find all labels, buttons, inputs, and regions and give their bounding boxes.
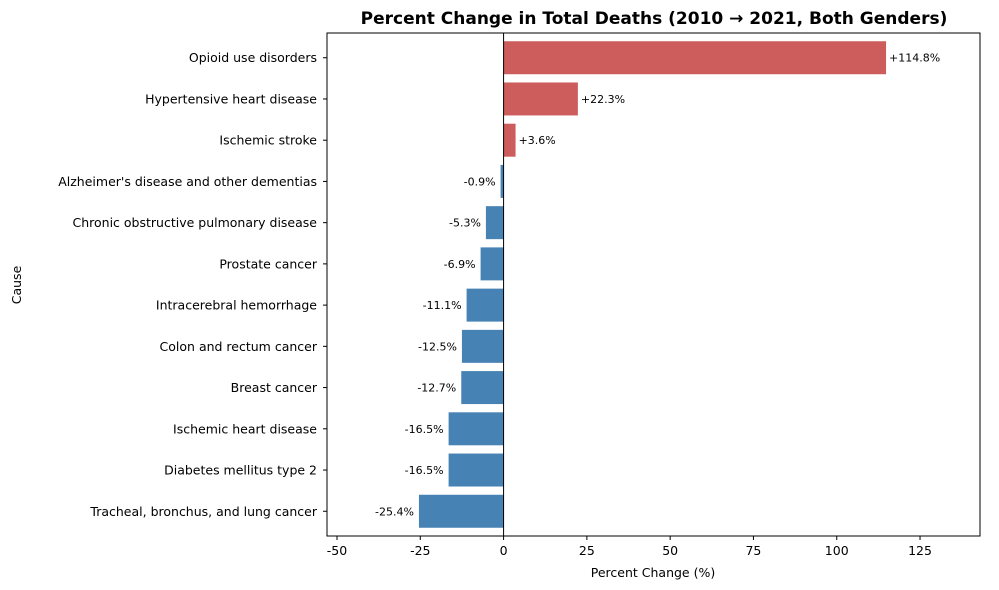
- x-tick-label: -25: [410, 543, 430, 558]
- y-tick-label: Hypertensive heart disease: [145, 91, 317, 106]
- y-ticks-group: Opioid use disorders Hypertensive heart d…: [58, 50, 327, 519]
- plot-frame: [326, 32, 981, 537]
- x-tick-label: 75: [745, 543, 761, 558]
- y-tick-label: Ischemic stroke: [219, 133, 317, 148]
- data-label: +22.3%: [581, 93, 625, 106]
- data-label: -16.5%: [405, 423, 444, 436]
- bar: [448, 412, 504, 446]
- y-tick-label: Opioid use disorders: [189, 50, 317, 65]
- bar: [503, 82, 578, 116]
- data-label: -12.7%: [417, 382, 456, 395]
- x-tick-label: -50: [327, 543, 347, 558]
- y-tick-label: Intracerebral hemorrhage: [156, 298, 317, 313]
- data-label: -6.9%: [444, 258, 476, 271]
- x-tick-label: 125: [908, 543, 932, 558]
- data-label: -11.1%: [423, 299, 462, 312]
- data-label: +3.6%: [519, 134, 556, 147]
- chart-title: Percent Change in Total Deaths (2010 → 2…: [361, 9, 948, 29]
- bar: [503, 41, 887, 75]
- y-tick-label: Colon and rectum cancer: [160, 339, 318, 354]
- y-tick-label: Prostate cancer: [219, 256, 317, 271]
- bar: [461, 329, 504, 363]
- data-label: -5.3%: [449, 217, 481, 230]
- x-tick-label: 50: [662, 543, 678, 558]
- bar: [448, 453, 504, 487]
- y-tick-label: Breast cancer: [231, 380, 318, 395]
- data-label: -12.5%: [418, 340, 457, 353]
- y-tick-label: Tracheal, bronchus, and lung cancer: [89, 504, 317, 519]
- bars-group: [418, 41, 887, 528]
- x-tick-label: 25: [579, 543, 595, 558]
- bar: [461, 371, 504, 405]
- bar: [418, 494, 504, 528]
- bar: [480, 247, 504, 281]
- bar: [466, 288, 504, 322]
- bar: [485, 206, 504, 240]
- x-tick-label: 0: [500, 543, 508, 558]
- x-tick-label: 100: [825, 543, 849, 558]
- bar: [500, 164, 504, 198]
- y-axis-label: Cause: [9, 265, 24, 304]
- data-label: +114.8%: [889, 52, 940, 65]
- x-ticks-group: -50 -25 0 25 50 75 100 125: [327, 536, 932, 558]
- data-label: -0.9%: [464, 175, 496, 188]
- data-labels-group: +114.8% +22.3% +3.6% -0.9% -5.3% -6.9% -11.1% -…: [375, 52, 940, 519]
- data-label: -25.4%: [375, 505, 414, 518]
- data-label: -16.5%: [405, 464, 444, 477]
- y-tick-label: Chronic obstructive pulmonary disease: [73, 215, 318, 230]
- y-tick-label: Alzheimer's disease and other dementias: [58, 174, 317, 189]
- y-tick-label: Diabetes mellitus type 2: [164, 463, 317, 478]
- bar: [503, 123, 516, 157]
- y-tick-label: Ischemic heart disease: [173, 421, 317, 436]
- x-axis-label: Percent Change (%): [591, 565, 715, 580]
